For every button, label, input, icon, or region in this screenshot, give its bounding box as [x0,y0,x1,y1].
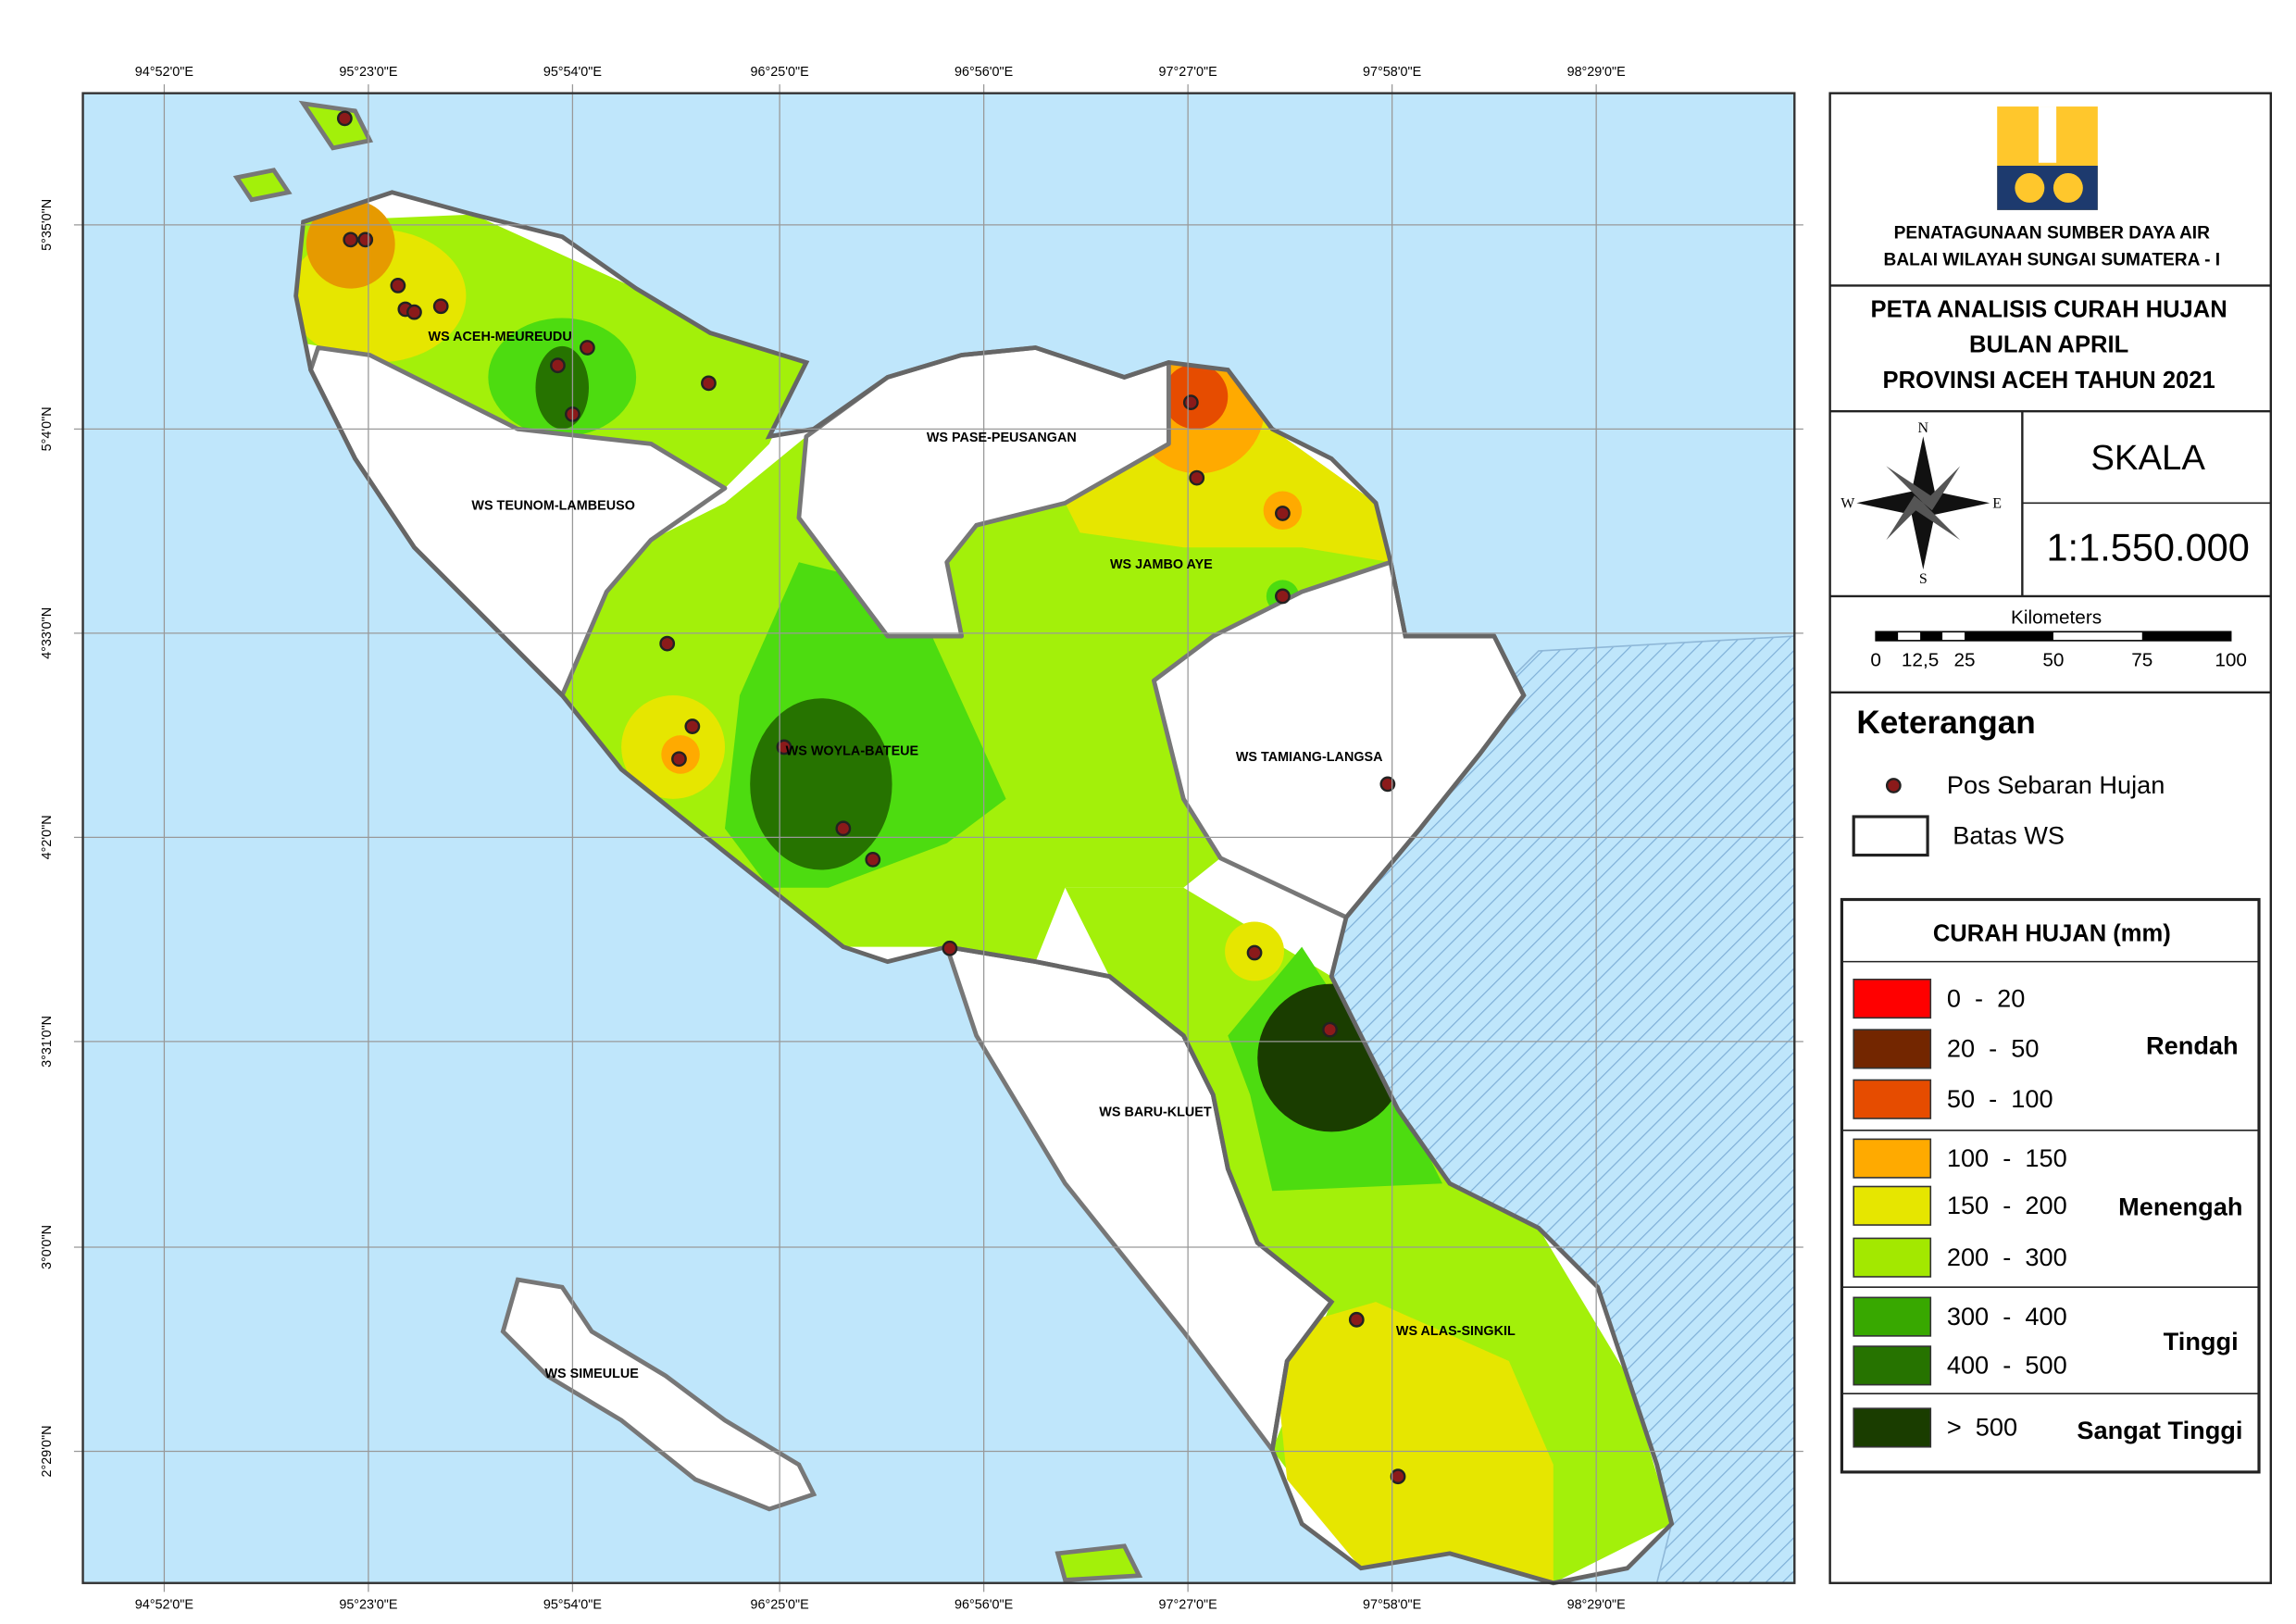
agency-line: PENATAGUNAAN SUMBER DAYA AIR [1894,224,2210,244]
map-title: BULAN APRIL [1969,332,2128,358]
x-coord-label: 94°52'0"E [135,65,193,80]
region-label: WS SIMEULUE [544,1367,639,1381]
class-separators [1841,960,2260,1395]
class-range: 400 - 500 [1947,1351,2067,1380]
scalebar [1875,631,2232,642]
x-coord-label: 97°58'0"E [1363,65,1421,80]
y-coord-label: 4°2'0"N [40,815,55,859]
y-coord-label: 2°29'0"N [40,1426,55,1478]
legend-heading: Keterangan [1856,705,2035,741]
compass-label: E [1992,496,2002,512]
class-swatch [1853,1296,1932,1337]
class-group: Rendah [2146,1031,2239,1059]
x-coord-label: 97°58'0"E [1363,1598,1421,1613]
scalebar-label: 25 [1953,650,1975,671]
class-group: Sangat Tinggi [2077,1416,2242,1444]
region-labels: WS ACEH-MEUREUDU WS PASE-PEUSANGAN WS TE… [429,330,1516,1381]
agency-line: BALAI WILAYAH SUNGAI SUMATERA - I [1883,250,2220,269]
x-coord-label: 96°25'0"E [751,1598,809,1613]
rain-stations [336,110,1406,1485]
class-range: 20 - 50 [1947,1034,2040,1063]
region-label: WS TAMIANG-LANGSA [1236,750,1383,765]
x-coord-label: 94°52'0"E [135,1598,193,1613]
x-coord-label: 97°27'0"E [1159,1598,1217,1613]
class-range: > 500 [1947,1413,2017,1442]
scalebar-label: 100 [2215,650,2247,671]
class-list: 0 - 20 20 - 50 50 - 100 100 - 150 150 - 200 2… [1853,979,2067,1448]
class-swatch [1853,1138,1932,1179]
class-range: 150 - 200 [1947,1191,2067,1219]
compass-label: S [1919,571,1928,587]
x-coord-label: 97°27'0"E [1159,65,1217,80]
class-range: 200 - 300 [1947,1243,2067,1271]
scalebar-label: 75 [2131,650,2152,671]
compass-label: N [1918,420,1929,436]
x-coord-label: 95°23'0"E [339,1598,397,1613]
region-label: WS TEUNOM-LAMBEUSO [471,498,634,513]
class-swatch [1853,1185,1932,1226]
region-label: WS BARU-KLUET [1099,1105,1212,1119]
region-label: WS ACEH-MEUREUDU [429,330,572,344]
compass-label: W [1841,496,1855,512]
y-coord-label: 3°0'0"N [40,1225,55,1269]
scalebar-label: 12,5 [1902,650,1939,671]
x-coord-label: 96°56'0"E [955,1598,1013,1613]
logo [1997,106,2098,210]
class-group: Menengah [2118,1193,2242,1221]
x-coord-label: 98°29'0"E [1567,1598,1626,1613]
class-group: Tinggi [2164,1327,2239,1355]
y-coord-label: 4°33'0"N [40,607,55,659]
region-label: WS JAMBO AYE [1110,557,1213,572]
region-label: WS PASE-PEUSANGAN [927,431,1077,445]
scalebar-unit: Kilometers [2011,606,2102,628]
scalebar-label: 50 [2042,650,2064,671]
region-label: WS ALAS-SINGKIL [1396,1324,1516,1339]
symbol-label: Pos Sebaran Hujan [1947,770,2165,799]
map-title: PETA ANALISIS CURAH HUJAN [1871,296,2227,322]
x-coord-label: 96°25'0"E [751,65,809,80]
scale-heading: SKALA [2090,438,2205,478]
y-coord-label: 5°4'0"N [40,406,55,451]
class-swatch [1853,1029,1932,1069]
class-range: 50 - 100 [1947,1084,2053,1113]
class-range: 0 - 20 [1947,983,2026,1012]
class-swatch [1853,1345,1932,1386]
legend-panel: PENATAGUNAAN SUMBER DAYA AIR BALAI WILAY… [1828,92,2272,1584]
x-coord-label: 98°29'0"E [1567,65,1626,80]
class-swatch [1853,1079,1932,1119]
y-coord-label: 3°31'0"N [40,1016,55,1068]
region-label: WS WOYLA-BATEUE [786,744,919,759]
map-frame [73,84,1803,1593]
symbol-label: Batas WS [1953,821,2065,850]
class-range: 300 - 400 [1947,1302,2067,1330]
class-swatch [1853,1407,1932,1448]
class-swatch [1853,979,1932,1019]
x-coord-label: 95°54'0"E [543,1598,602,1613]
map-title: PROVINSI ACEH TAHUN 2021 [1883,368,2215,394]
class-range: 100 - 150 [1947,1143,2067,1172]
y-coord-label: 5°35'0"N [40,199,55,251]
scale-ratio: 1:1.550.000 [2046,525,2249,568]
scalebar-label: 0 [1870,650,1881,671]
class-swatch [1853,1237,1932,1278]
x-coord-label: 96°56'0"E [955,65,1013,80]
rain-title: CURAH HUJAN (mm) [1933,921,2171,947]
x-coord-label: 95°23'0"E [339,65,397,80]
x-coord-label: 95°54'0"E [543,65,602,80]
graticule [73,84,1803,1593]
